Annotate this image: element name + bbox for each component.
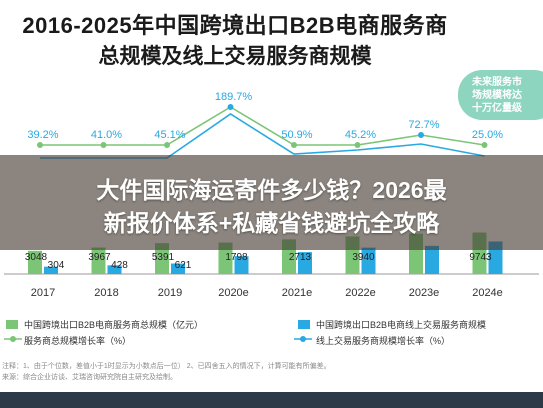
footnote: 注释：1、由于个位数，差值小于1时显示为小数点后一位） 2、已四舍五入的情况下，…: [0, 361, 543, 383]
growth-point-2024e: [481, 142, 488, 148]
overlay-headline-line2[interactable]: 新报价体系+私藏省钱避坑全攻略: [103, 210, 440, 236]
bar-online-2019: [171, 263, 185, 274]
growth-label-2019: 45.1%: [154, 129, 185, 141]
bar-label-online-2017: 304: [48, 260, 65, 271]
bar-online-2020e: [234, 256, 249, 274]
growth-label-2020e: 189.7%: [215, 91, 253, 103]
legend-online-label: 中国跨境出口B2B电商线上交易服务商规模: [316, 320, 487, 330]
bar-label-total-2019: 5391: [152, 252, 175, 263]
bar-label-online-2018: 428: [111, 260, 128, 271]
growth-label-2024e: 25.0%: [472, 129, 503, 141]
x-tick-label-2022e: 2022e: [345, 287, 376, 299]
x-tick-label-2023e: 2023e: [409, 287, 440, 299]
bar-online-2023e: [425, 245, 439, 274]
bar-online-2017: [44, 266, 58, 274]
bar-label-total-2017: 3048: [25, 252, 48, 263]
footnote-line1: 注释：1、由于个位数，差值小于1时显示为小数点后一位） 2、已四舍五入的情况下，…: [2, 363, 331, 370]
bar-online-2022e: [361, 247, 376, 274]
growth-point-2019: [164, 142, 170, 148]
growth-label-2023e: 72.7%: [408, 119, 439, 131]
x-tick-label-2018: 2018: [94, 287, 118, 299]
callout-line-1: 未来服务市: [472, 77, 522, 88]
bar-label-online-2020e: 1798: [225, 252, 248, 263]
bar-online-2018: [107, 265, 122, 274]
growth-point-2017: [37, 142, 43, 148]
legend-swatch-online: [298, 320, 310, 329]
growth-point-2023e: [418, 132, 424, 138]
legend-total-label: 中国跨境出口B2B电商服务商总规模（亿元）: [24, 320, 204, 330]
x-tick-label-2019: 2019: [158, 287, 182, 299]
bar-total-2017: [28, 250, 42, 274]
callout-line-3: 十万亿量级: [472, 103, 522, 114]
bar-label-total-2024e: 9743: [469, 252, 492, 263]
legend-online-growth-label: 线上交易服务商规模增长率（%）: [316, 336, 451, 346]
bar-total-2019: [155, 243, 169, 274]
bar-total-2020e: [218, 242, 233, 274]
growth-line-total: [40, 106, 485, 146]
x-tick-label-2021e: 2021e: [282, 287, 313, 299]
growth-label-2021e: 50.9%: [281, 129, 312, 141]
x-tick-label-2020e: 2020e: [218, 287, 249, 299]
legend-line-total-growth: [4, 336, 22, 342]
legend-line-online-growth: [294, 336, 312, 342]
bar-online-2021e: [298, 252, 312, 274]
x-tick-label-2017: 2017: [31, 287, 55, 299]
callout-bubble: 未来服务市 场规模将达 十万亿量级: [458, 70, 543, 120]
growth-label-2017: 39.2%: [27, 129, 58, 141]
growth-point-2018: [100, 142, 107, 148]
growth-point-2020e: [227, 104, 234, 110]
growth-label-2018: 41.0%: [91, 129, 122, 141]
bar-total-2018: [91, 247, 106, 274]
chart-title-line1: 2016-2025年中国跨境出口B2B电商服务商: [22, 13, 448, 38]
overlay-headline-line1[interactable]: 大件国际海运寄件多少钱？2026最: [96, 177, 447, 203]
legend-swatch-total: [6, 320, 18, 329]
bottom-bar: [0, 392, 543, 408]
legend-total-growth-label: 服务商总规模增长率（%）: [24, 336, 132, 346]
bar-label-total-2018: 3967: [88, 252, 111, 263]
overlay-banner: [0, 155, 543, 250]
footnote-line2: 来源：综合企业访谈、艾瑞咨询研究院自主研究及绘制。: [2, 374, 177, 381]
x-tick-label-2024e: 2024e: [472, 287, 503, 299]
growth-label-2022e: 45.2%: [345, 129, 376, 141]
chart-title-line2: 总规模及线上交易服务商规模: [98, 45, 372, 68]
growth-point-2021e: [291, 142, 297, 148]
bar-label-online-2019: 621: [175, 260, 192, 271]
bar-label-online-2022e: 3940: [352, 252, 375, 263]
bar-label-online-2021e: 2713: [289, 252, 312, 263]
growth-point-2022e: [354, 142, 361, 148]
callout-line-2: 场规模将达: [472, 90, 522, 101]
